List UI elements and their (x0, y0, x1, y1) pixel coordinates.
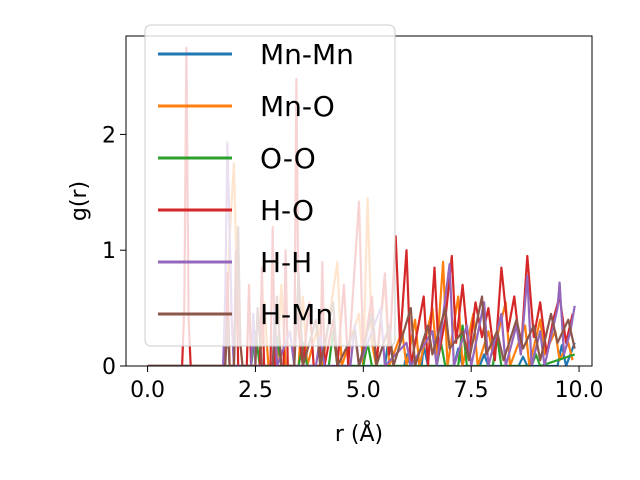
legend-label-h-h: H-H (260, 246, 312, 279)
y-tick-label: 2 (102, 123, 116, 148)
legend-label-o-o: O-O (260, 142, 316, 175)
x-tick-label: 5.0 (346, 378, 381, 403)
legend-label-mn-mn: Mn-Mn (260, 38, 354, 71)
legend-label-h-o: H-O (260, 194, 314, 227)
axis-ticks: 0.0 2.5 5.0 7.5 10.0 0 1 2 (102, 123, 604, 403)
x-tick-label: 7.5 (454, 378, 489, 403)
legend-items: Mn-Mn Mn-O O-O H-O H-H H-Mn (158, 38, 354, 331)
legend-label-mn-o: Mn-O (260, 90, 335, 123)
legend: Mn-Mn Mn-O O-O H-O H-H H-Mn (144, 24, 396, 347)
x-tick-label: 2.5 (238, 378, 273, 403)
legend-label-h-mn: H-Mn (260, 298, 333, 331)
y-axis-label: g(r) (67, 181, 92, 221)
y-tick-label: 0 (102, 355, 116, 380)
series-line-h-o (147, 46, 574, 366)
x-tick-label: 0.0 (130, 378, 165, 403)
x-axis-label: r (Å) (335, 420, 383, 447)
series-line-mn-mn (147, 332, 576, 366)
x-tick-label: 10.0 (555, 378, 604, 403)
y-tick-label: 1 (102, 239, 116, 264)
